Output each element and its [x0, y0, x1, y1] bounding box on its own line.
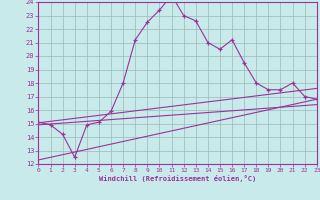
X-axis label: Windchill (Refroidissement éolien,°C): Windchill (Refroidissement éolien,°C) — [99, 175, 256, 182]
